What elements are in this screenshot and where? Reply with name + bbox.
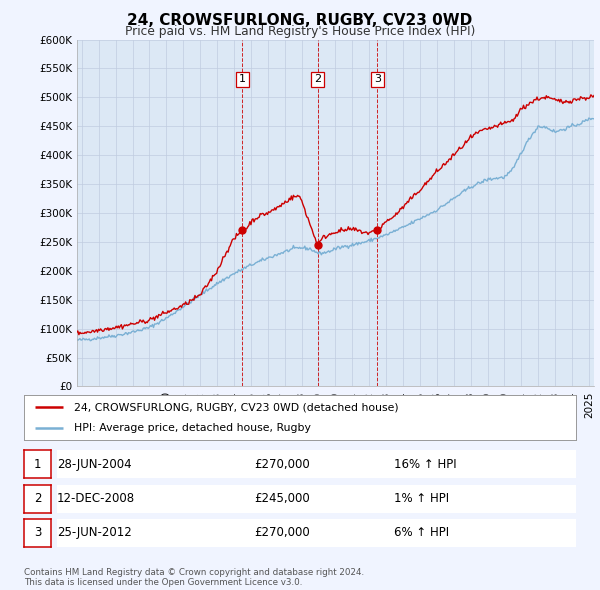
Text: 16% ↑ HPI: 16% ↑ HPI [394,458,457,471]
Text: 2: 2 [34,492,41,505]
Text: 24, CROWSFURLONG, RUGBY, CV23 0WD (detached house): 24, CROWSFURLONG, RUGBY, CV23 0WD (detac… [74,402,398,412]
Text: 6% ↑ HPI: 6% ↑ HPI [394,526,449,539]
Text: £245,000: £245,000 [254,492,310,505]
Text: 12-DEC-2008: 12-DEC-2008 [57,492,135,505]
Text: 28-JUN-2004: 28-JUN-2004 [57,458,131,471]
Text: 3: 3 [34,526,41,539]
Text: 1: 1 [239,74,246,84]
Text: 25-JUN-2012: 25-JUN-2012 [57,526,132,539]
Text: £270,000: £270,000 [254,458,310,471]
Text: £270,000: £270,000 [254,526,310,539]
Text: 24, CROWSFURLONG, RUGBY, CV23 0WD: 24, CROWSFURLONG, RUGBY, CV23 0WD [127,13,473,28]
Text: 1: 1 [34,458,41,471]
Text: 2: 2 [314,74,321,84]
Text: Contains HM Land Registry data © Crown copyright and database right 2024.
This d: Contains HM Land Registry data © Crown c… [24,568,364,587]
Text: HPI: Average price, detached house, Rugby: HPI: Average price, detached house, Rugb… [74,422,311,432]
Text: 1% ↑ HPI: 1% ↑ HPI [394,492,449,505]
Text: 3: 3 [374,74,381,84]
Text: Price paid vs. HM Land Registry's House Price Index (HPI): Price paid vs. HM Land Registry's House … [125,25,475,38]
